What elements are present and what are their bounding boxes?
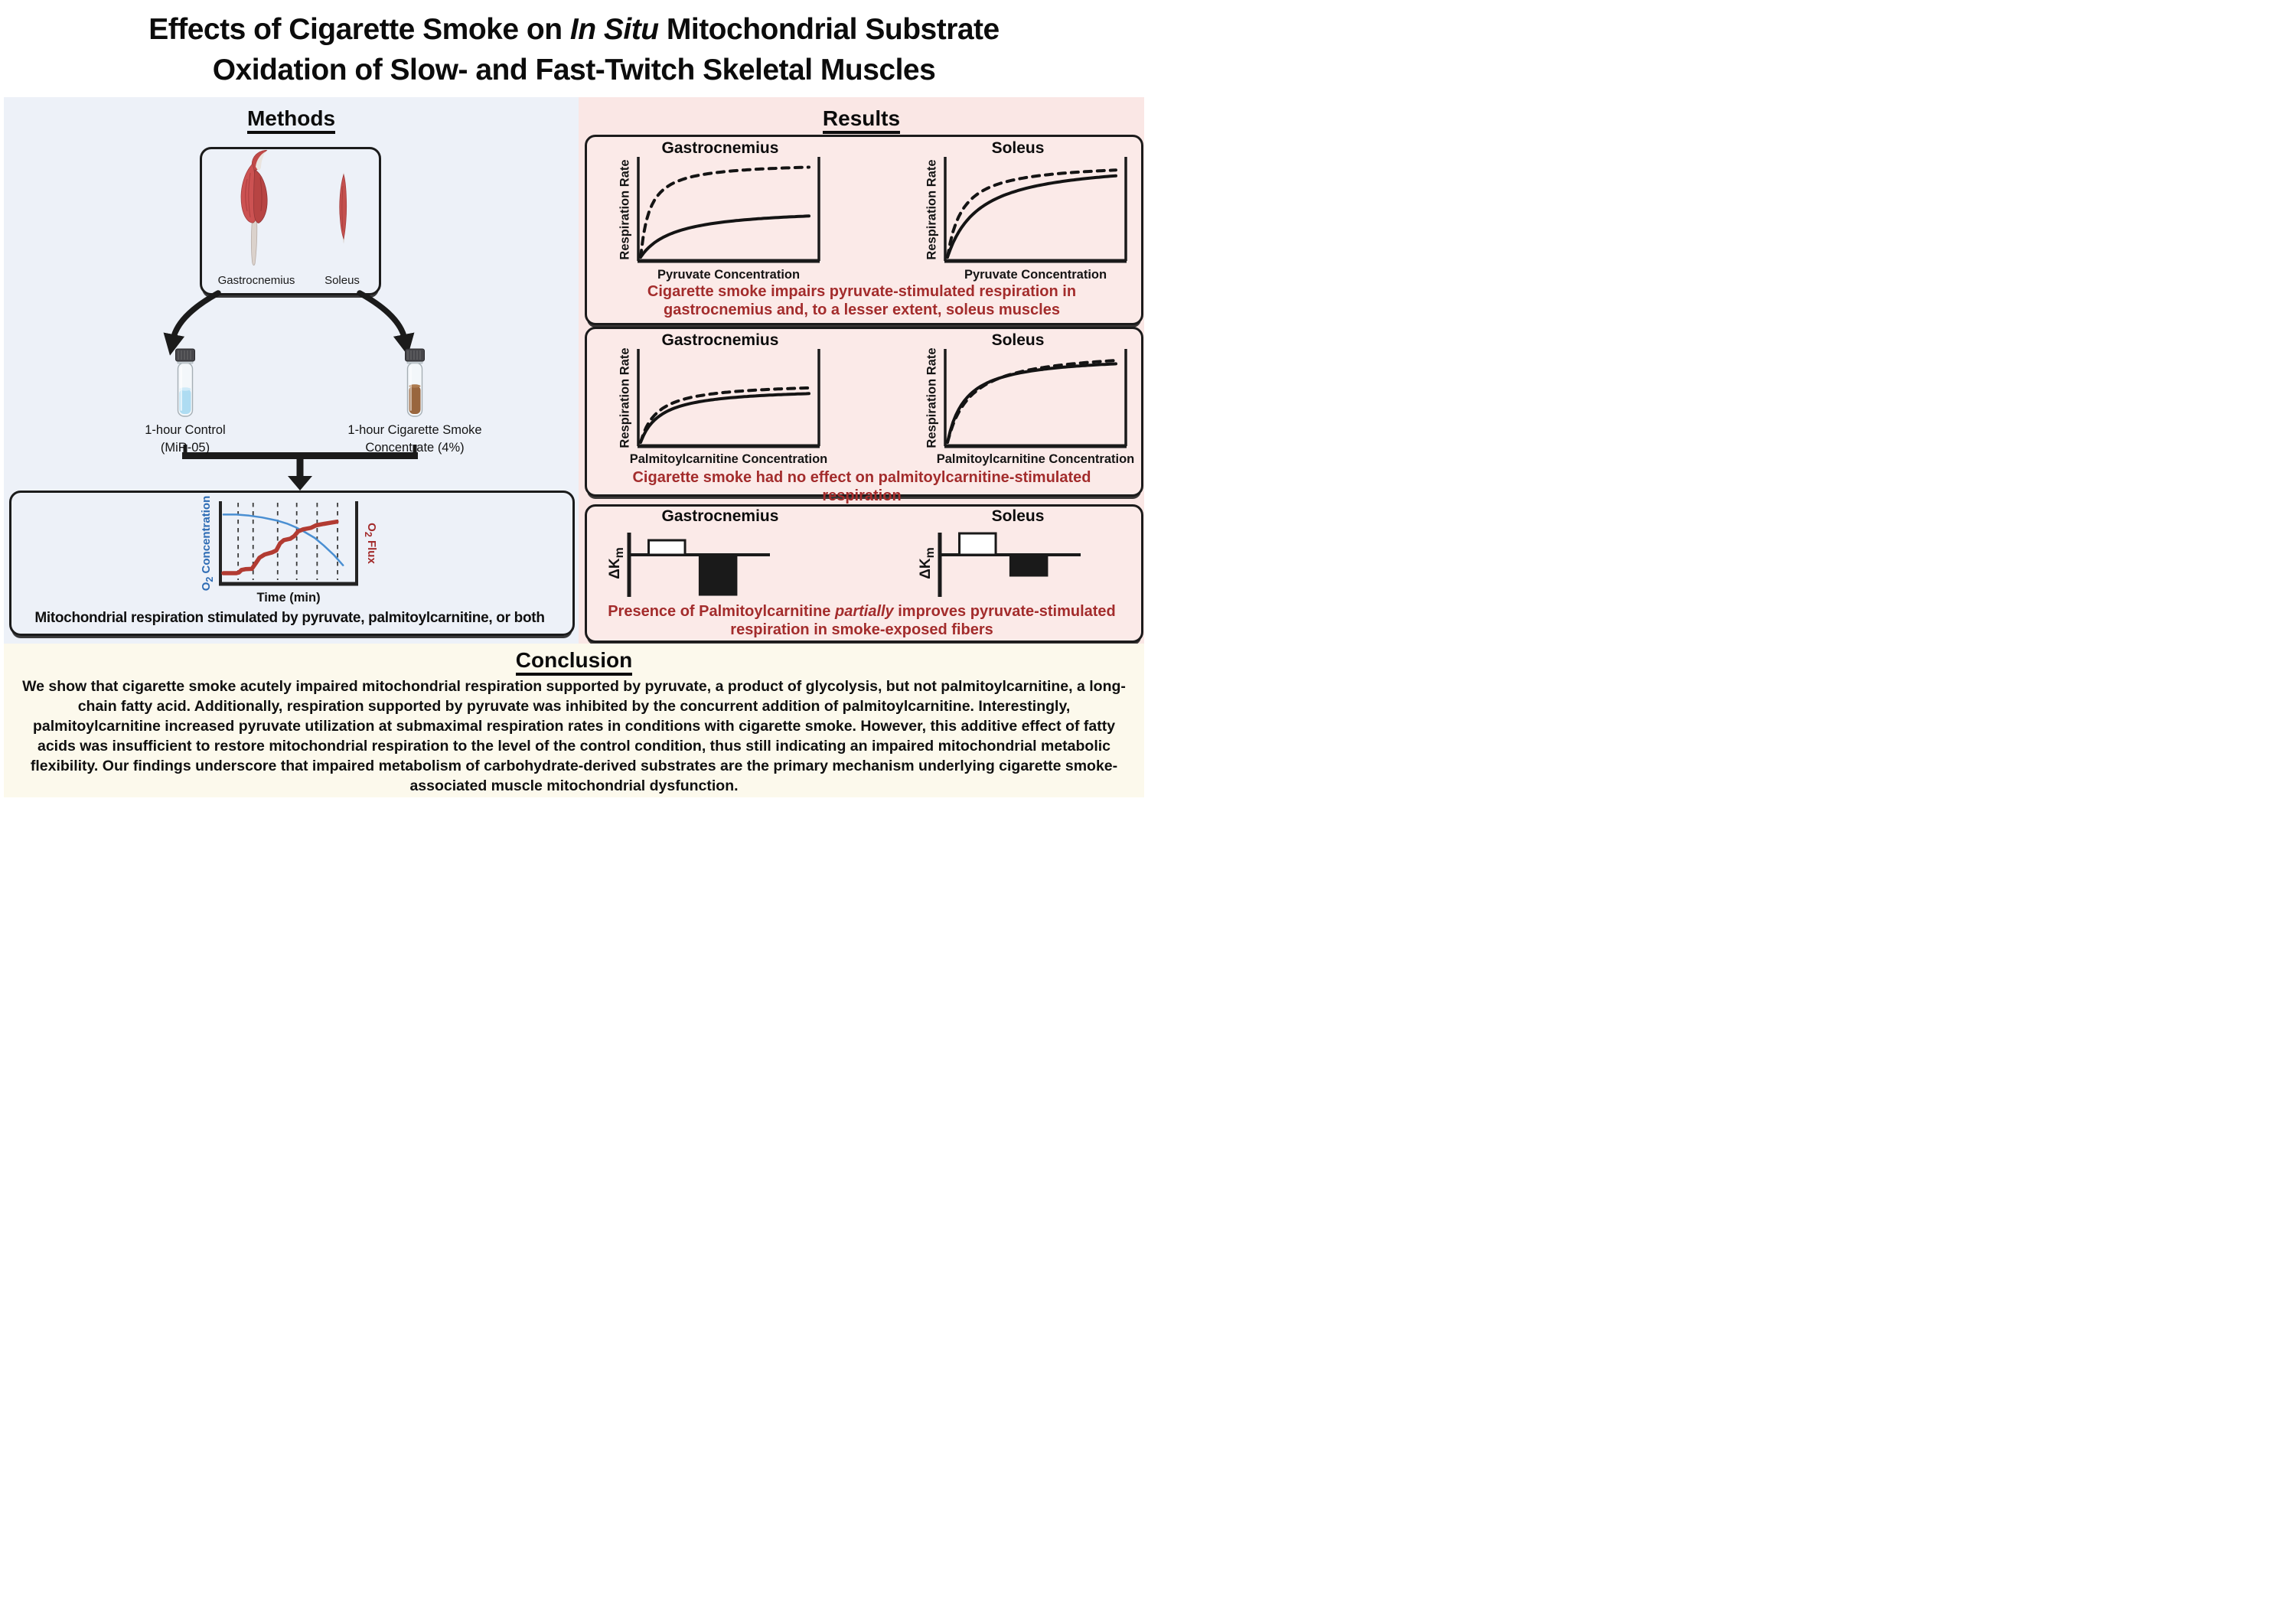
delta-km-axis-label-1: ΔKm [607, 547, 626, 579]
page-title-line2: Oxidation of Slow- and Fast-Twitch Skele… [212, 54, 936, 86]
pyruvate-xlabel-2: Pyruvate Concentration [964, 268, 1107, 282]
soleus-muscle-illustration [339, 171, 347, 244]
panel-pyruvate-caption: Cigarette smoke impairs pyruvate-stimula… [647, 283, 1077, 318]
time-axis-label: Time (min) [256, 591, 321, 605]
o2-flux-axis-label: O2 Flux [363, 523, 378, 564]
respirometry-box [9, 491, 575, 636]
methods-section-background [4, 97, 579, 644]
pyruvate-xlabel-1: Pyruvate Concentration [657, 268, 801, 282]
title-text-post: Mitochondrial Substrate [658, 13, 1000, 46]
control-vial [175, 348, 195, 417]
vial-cap [175, 348, 195, 362]
respiration-rate-label-3: Respiration Rate [618, 347, 632, 448]
o2-concentration-axis-label: O2 Concentration [200, 495, 215, 592]
conclusion-heading: Conclusion [4, 648, 1144, 676]
page-title-line1: Effects of Cigarette Smoke on In Situ Mi… [0, 9, 1148, 50]
chart-title-gastrocnemius-dkm: Gastrocnemius [661, 507, 779, 525]
gastrocnemius-pyruvate-chart [637, 157, 820, 263]
smoke-liquid [409, 386, 421, 414]
gastrocnemius-muscle-illustration [240, 150, 268, 266]
respiration-rate-label-1: Respiration Rate [618, 159, 632, 260]
delta-km-axis-label-2: ΔKm [918, 547, 937, 579]
palmitoyl-xlabel-1: Palmitoylcarnitine Concentration [629, 452, 828, 466]
methods-heading: Methods [4, 106, 579, 134]
soleus-dkm-chart [938, 532, 1081, 597]
results-heading: Results [579, 106, 1144, 134]
muscle-label-soleus: Soleus [325, 274, 360, 287]
palmitoyl-xlabel-2: Palmitoylcarnitine Concentration [936, 452, 1135, 466]
muscle-box [200, 147, 381, 295]
panel-palmitoyl-caption: Cigarette smoke had no effect on palmito… [632, 469, 1091, 504]
chart-title-soleus-palmitoyl: Soleus [991, 331, 1045, 349]
chart-title-gastrocnemius-palmitoyl: Gastrocnemius [661, 331, 779, 349]
gastrocnemius-dkm-chart [627, 533, 770, 597]
panel-palmitoylcarnitine [585, 327, 1143, 497]
smoke-vial [405, 348, 425, 417]
chart-title-soleus-pyruvate: Soleus [991, 139, 1045, 157]
page-title: Effects of Cigarette Smoke on In Situ Mi… [0, 9, 1148, 90]
respiration-rate-label-4: Respiration Rate [925, 347, 939, 448]
respiration-rate-label-2: Respiration Rate [925, 159, 939, 260]
smoke-vial-label: 1-hour Cigarette Smoke Concentrate (4%) [347, 423, 482, 455]
panel-delta-km [585, 504, 1143, 643]
title-italic-text: In Situ [569, 13, 659, 46]
chart-title-gastrocnemius-pyruvate: Gastrocnemius [661, 139, 779, 157]
soleus-palmitoyl-chart [944, 349, 1127, 448]
conclusion-section-background [4, 644, 1144, 797]
vial-cap [405, 348, 425, 362]
muscle-label-gastrocnemius: Gastrocnemius [217, 274, 295, 287]
chart-title-soleus-dkm: Soleus [991, 507, 1045, 525]
control-vial-label: 1-hour Control (MiR-05) [145, 423, 226, 455]
o2-trace-chart [219, 501, 358, 586]
graphical-abstract: Effects of Cigarette Smoke on In Situ Mi… [0, 0, 1148, 804]
conclusion-text: We show that cigarette smoke acutely imp… [22, 678, 1126, 794]
gastrocnemius-palmitoyl-chart [637, 349, 820, 448]
control-liquid [179, 389, 191, 414]
soleus-pyruvate-chart [944, 157, 1127, 263]
panel-dkm-caption: Presence of Palmitoylcarnitine partially… [608, 603, 1116, 638]
methods-caption: Mitochondrial respiration stimulated by … [34, 610, 545, 626]
title-text: Effects of Cigarette Smoke on [148, 13, 570, 46]
